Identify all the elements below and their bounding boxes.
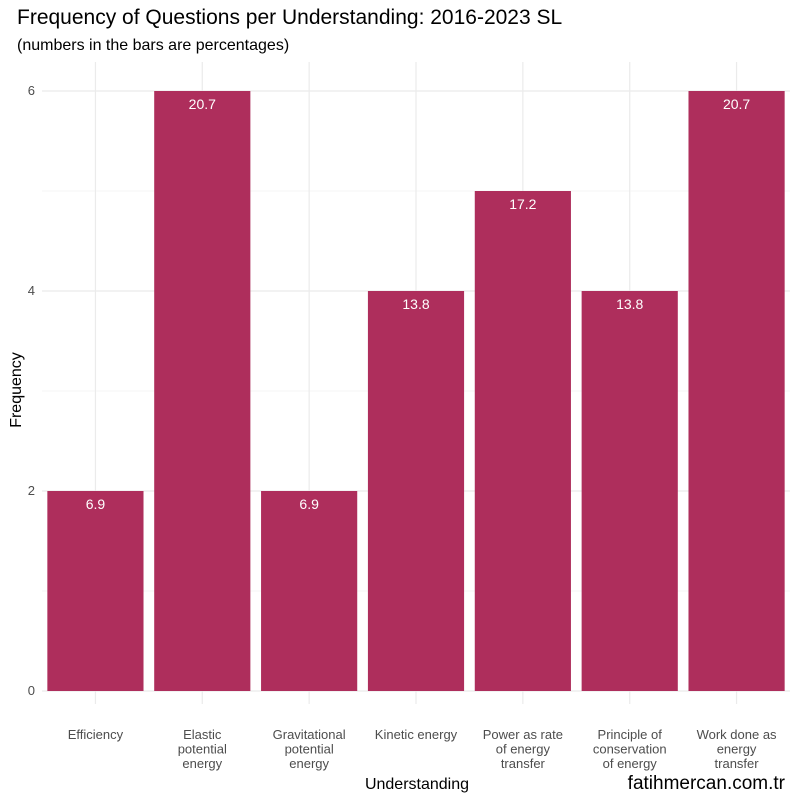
bar <box>47 491 144 691</box>
bar-value-label: 13.8 <box>402 296 429 312</box>
y-tick-label: 2 <box>28 483 35 498</box>
bar-value-label: 13.8 <box>616 296 643 312</box>
x-tick-label: Kinetic energy <box>375 727 458 742</box>
bar <box>367 291 465 691</box>
bar-value-label: 6.9 <box>299 496 319 512</box>
x-tick-label: Principle of conservation of energy <box>593 727 667 771</box>
bar-value-label: 20.7 <box>723 96 750 112</box>
bars <box>47 91 785 691</box>
x-tick-label: Work done as energy transfer <box>697 727 777 771</box>
x-tick-label: Power as rate of energy transfer <box>483 727 563 771</box>
y-tick-label: 0 <box>28 683 35 698</box>
bar-value-label: 6.9 <box>86 496 106 512</box>
bar <box>474 191 571 691</box>
bar <box>688 91 785 691</box>
watermark: fatihmercan.com.tr <box>628 773 786 794</box>
x-axis-label: Understanding <box>365 776 469 793</box>
chart-title: Frequency of Questions per Understanding… <box>17 6 562 29</box>
bar-value-label: 17.2 <box>509 196 536 212</box>
y-axis-ticks: 0 2 4 6 <box>28 83 35 698</box>
bar-labels: 6.9 20.7 6.9 13.8 17.2 13.8 20.7 <box>86 96 751 512</box>
y-axis-label: Frequency <box>8 352 25 428</box>
x-axis-ticks: Efficiency Elastic potential energy Gravitat… <box>68 727 777 771</box>
x-tick-label: Elastic potential energy <box>178 727 227 771</box>
x-tick-label: Efficiency <box>68 727 124 742</box>
bar <box>581 291 678 691</box>
y-tick-label: 6 <box>28 83 35 98</box>
y-tick-label: 4 <box>28 283 35 298</box>
bar-value-label: 20.7 <box>189 96 216 112</box>
bar <box>261 491 358 691</box>
chart-subtitle: (numbers in the bars are percentages) <box>17 37 289 54</box>
x-tick-label: Gravitational potential energy <box>273 727 346 771</box>
bar <box>154 91 251 691</box>
